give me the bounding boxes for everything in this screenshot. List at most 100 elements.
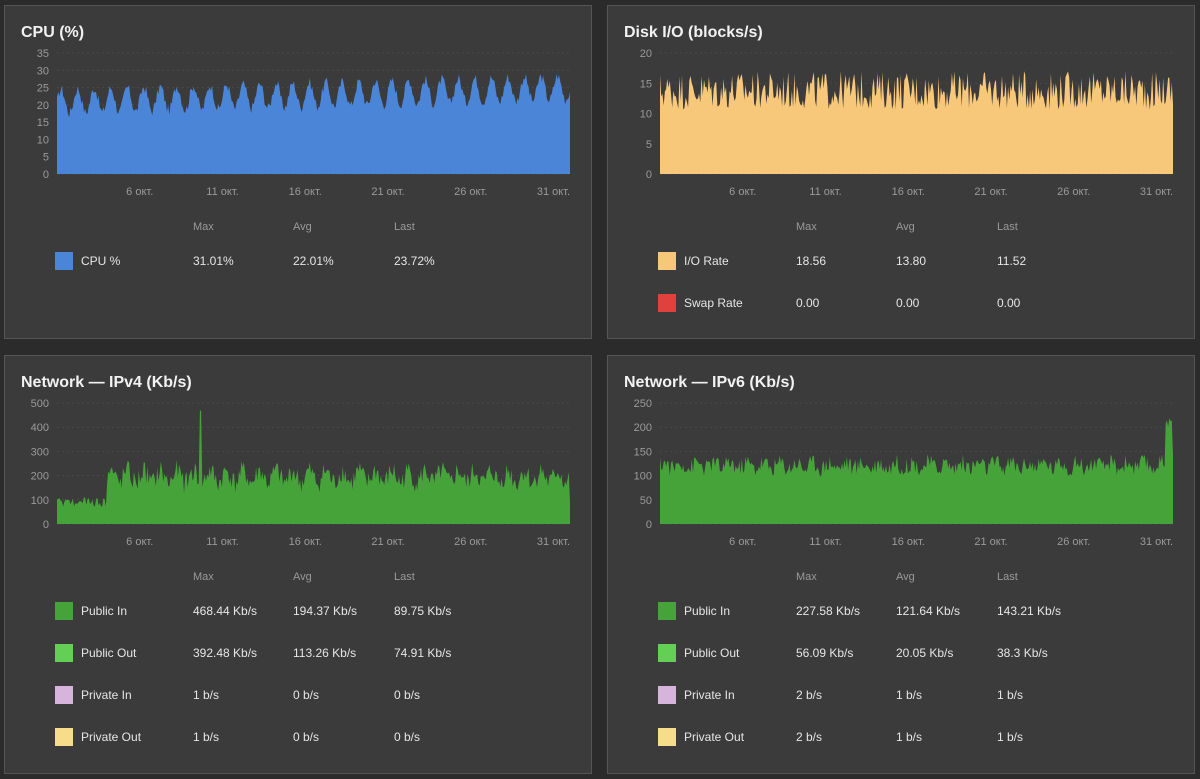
legend-row[interactable]: Private Out 2 b/s 1 b/s 1 b/s: [608, 727, 1196, 747]
y-tick-label: 15: [37, 117, 49, 129]
y-tick-label: 0: [646, 169, 652, 181]
y-tick-label: 400: [31, 422, 49, 434]
disk-io-chart: 0 5 10 15 20 6 окт. 11 окт. 16 окт. 21 окт. 26 ок…: [640, 48, 1173, 198]
legend-last-value: 0 b/s: [394, 688, 421, 702]
legend-max-value: 1 b/s: [193, 730, 220, 744]
legend-swatch: [55, 252, 73, 270]
legend-row[interactable]: Private Out 1 b/s 0 b/s 0 b/s: [5, 727, 593, 747]
legend-avg-value: 0 b/s: [293, 688, 320, 702]
x-tick-label: 16 окт.: [289, 186, 322, 198]
x-tick-label: 6 окт.: [126, 186, 153, 198]
legend-row[interactable]: Public Out 392.48 Kb/s 113.26 Kb/s 74.91…: [5, 643, 593, 663]
y-tick-label: 150: [634, 446, 652, 458]
x-tick-label: 6 окт.: [729, 536, 756, 548]
legend-series-name: CPU %: [81, 254, 121, 268]
legend-swatch: [55, 644, 73, 662]
legend-max-value: 1 b/s: [193, 688, 220, 702]
chart-title: Network — IPv6 (Kb/s): [624, 374, 795, 391]
legend-row[interactable]: Private In 1 b/s 0 b/s 0 b/s: [5, 685, 593, 705]
legend-header-max: Max: [796, 221, 817, 233]
y-tick-label: 200: [634, 422, 652, 434]
legend-series-name: Public In: [684, 604, 731, 618]
legend-avg-value: 0.00: [896, 296, 920, 310]
legend-swatch: [55, 686, 73, 704]
x-tick-label: 21 окт.: [371, 536, 404, 548]
legend-row[interactable]: CPU % 31.01% 22.01% 23.72%: [5, 251, 593, 271]
legend-swatch: [658, 294, 676, 312]
chart-title: Network — IPv4 (Kb/s): [21, 374, 192, 391]
legend-series-name: I/O Rate: [684, 254, 729, 268]
legend-header-avg: Avg: [293, 571, 312, 583]
legend-swatch: [658, 644, 676, 662]
x-tick-label: 31 окт.: [537, 186, 570, 198]
x-tick-label: 31 окт.: [1140, 186, 1173, 198]
x-tick-label: 16 окт.: [892, 536, 925, 548]
legend-series-name: Private Out: [81, 730, 142, 744]
y-tick-label: 100: [31, 495, 49, 507]
legend-swatch: [55, 728, 73, 746]
legend-header-last: Last: [997, 221, 1018, 233]
y-tick-label: 300: [31, 446, 49, 458]
y-tick-label: 50: [640, 495, 652, 507]
legend-series-name: Private In: [684, 688, 735, 702]
x-tick-label: 11 окт.: [809, 186, 841, 198]
network-ipv6-chart: 0 50 100 150 200 250 6 окт. 11 окт. 16 окт. 21 ок…: [634, 398, 1173, 548]
legend-header-max: Max: [796, 571, 817, 583]
legend-last-value: 23.72%: [394, 254, 435, 268]
legend-row[interactable]: Public Out 56.09 Kb/s 20.05 Kb/s 38.3 Kb…: [608, 643, 1196, 663]
x-tick-label: 16 окт.: [289, 536, 322, 548]
network-ipv4-panel: Network — IPv4 (Kb/s) 0 100 200 300 400 500 6 …: [4, 355, 592, 774]
legend-avg-value: 0 b/s: [293, 730, 320, 744]
y-tick-label: 10: [37, 134, 49, 146]
legend-header-last: Last: [394, 221, 415, 233]
legend-series-name: Private Out: [684, 730, 745, 744]
x-tick-label: 26 окт.: [454, 536, 487, 548]
legend-max-value: 468.44 Kb/s: [193, 604, 258, 618]
legend-row[interactable]: Public In 227.58 Kb/s 121.64 Kb/s 143.21…: [608, 601, 1196, 621]
legend-swatch: [658, 686, 676, 704]
legend-last-value: 74.91 Kb/s: [394, 646, 452, 660]
legend-header-last: Last: [997, 571, 1018, 583]
legend-row[interactable]: Public In 468.44 Kb/s 194.37 Kb/s 89.75 …: [5, 601, 593, 621]
legend-avg-value: 13.80: [896, 254, 927, 268]
legend-header-last: Last: [394, 571, 415, 583]
x-tick-label: 26 окт.: [1057, 186, 1090, 198]
network-ipv6-panel: Network — IPv6 (Kb/s) 0 50 100 150 200 250 6 о…: [607, 355, 1195, 774]
x-tick-label: 26 окт.: [454, 186, 487, 198]
legend-last-value: 0 b/s: [394, 730, 421, 744]
x-tick-label: 16 окт.: [892, 186, 925, 198]
legend-header-avg: Avg: [293, 221, 312, 233]
legend-avg-value: 22.01%: [293, 254, 334, 268]
chart-title: CPU (%): [21, 24, 85, 41]
legend-row[interactable]: Swap Rate 0.00 0.00 0.00: [608, 293, 1196, 313]
legend-avg-value: 1 b/s: [896, 688, 923, 702]
x-tick-label: 21 окт.: [974, 536, 1007, 548]
cpu-chart: 0 5 10 15 20 25 30 35 6 окт. 11 окт. 16 окт. 21 окт…: [37, 48, 570, 198]
network-ipv4-chart: 0 100 200 300 400 500 6 окт. 11 окт. 16 окт. 21 о…: [31, 398, 570, 548]
y-tick-label: 20: [640, 48, 652, 60]
legend-swatch: [658, 602, 676, 620]
legend-last-value: 143.21 Kb/s: [997, 604, 1062, 618]
x-tick-label: 21 окт.: [974, 186, 1007, 198]
y-tick-label: 30: [37, 65, 49, 77]
series-area: [57, 73, 570, 174]
y-tick-label: 100: [634, 471, 652, 483]
legend-avg-value: 1 b/s: [896, 730, 923, 744]
legend-header-max: Max: [193, 221, 214, 233]
x-tick-label: 31 окт.: [537, 536, 570, 548]
legend-last-value: 0.00: [997, 296, 1021, 310]
legend-series-name: Public Out: [684, 646, 740, 660]
y-tick-label: 200: [31, 471, 49, 483]
legend-last-value: 1 b/s: [997, 688, 1024, 702]
y-tick-label: 10: [640, 109, 652, 121]
series-area: [660, 71, 1173, 174]
y-tick-label: 25: [37, 83, 49, 95]
y-tick-label: 250: [634, 398, 652, 410]
y-tick-label: 0: [646, 519, 652, 531]
legend-header-avg: Avg: [896, 571, 915, 583]
legend-row[interactable]: Private In 2 b/s 1 b/s 1 b/s: [608, 685, 1196, 705]
legend-max-value: 31.01%: [193, 254, 234, 268]
legend-row[interactable]: I/O Rate 18.56 13.80 11.52: [608, 251, 1196, 271]
x-tick-label: 21 окт.: [371, 186, 404, 198]
series-area: [57, 410, 570, 524]
